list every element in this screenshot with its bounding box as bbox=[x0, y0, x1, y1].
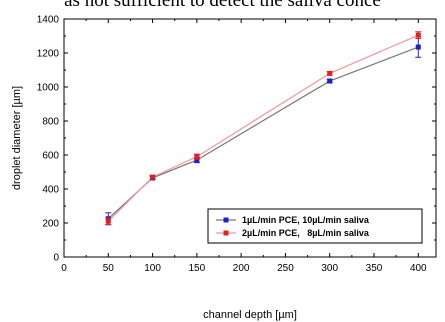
y-tick-label: 1200 bbox=[37, 49, 60, 60]
legend: 1µL/min PCE, 10µL/min saliva 2µL/min PCE,… bbox=[207, 208, 423, 244]
x-tick-label: 50 bbox=[103, 263, 115, 274]
y-tick-label: 1000 bbox=[37, 83, 60, 94]
x-tick-label: 400 bbox=[410, 263, 427, 274]
x-axis-label: channel depth [µm] bbox=[203, 309, 297, 321]
series-layer bbox=[105, 31, 422, 226]
x-tick-label: 250 bbox=[277, 263, 294, 274]
y-tick-label: 200 bbox=[42, 219, 59, 230]
data-point bbox=[327, 78, 333, 84]
data-point bbox=[194, 154, 200, 160]
legend-marker bbox=[223, 230, 229, 236]
series-2 bbox=[105, 31, 422, 226]
series-line bbox=[107, 34, 419, 222]
axes: 0 50 100 150 200 250 300 350 400 0 200 400 600 800 100… bbox=[37, 15, 437, 274]
y-tick-label: 1400 bbox=[37, 15, 60, 26]
y-tick-label: 600 bbox=[42, 151, 59, 162]
legend-box bbox=[207, 208, 423, 244]
y-tick-label: 0 bbox=[53, 253, 59, 264]
x-tick-label: 100 bbox=[144, 263, 161, 274]
data-point bbox=[415, 44, 421, 50]
x-tick-label: 150 bbox=[189, 263, 206, 274]
caption-fragment: as not sufficient to detect the saliva c… bbox=[64, 0, 381, 11]
legend-label: 1µL/min PCE, 10µL/min saliva bbox=[242, 215, 370, 225]
y-tick-label: 800 bbox=[42, 117, 59, 128]
data-point bbox=[150, 174, 156, 180]
x-tick-label: 300 bbox=[321, 263, 338, 274]
y-tick-label: 400 bbox=[42, 185, 59, 196]
legend-label: 2µL/min PCE, 8µL/min saliva bbox=[242, 228, 370, 238]
x-tick-label: 200 bbox=[233, 263, 250, 274]
series-1 bbox=[105, 36, 422, 226]
data-point bbox=[327, 70, 333, 76]
data-point bbox=[105, 218, 111, 224]
legend-marker bbox=[223, 217, 229, 223]
data-point bbox=[415, 32, 421, 38]
x-tick-label: 350 bbox=[366, 263, 383, 274]
data-point bbox=[194, 157, 200, 163]
x-tick-label: 0 bbox=[61, 263, 67, 274]
series-line bbox=[107, 46, 419, 220]
y-axis-label: droplet diameter [µm] bbox=[11, 86, 23, 190]
